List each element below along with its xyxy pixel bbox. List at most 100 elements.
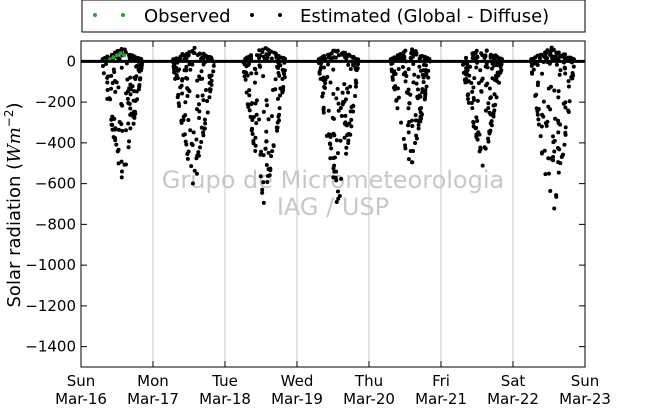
- estimated-point: [247, 88, 252, 93]
- estimated-point: [114, 142, 119, 147]
- estimated-point: [562, 142, 567, 147]
- estimated-point: [554, 62, 559, 67]
- estimated-point: [563, 125, 568, 130]
- estimated-point: [242, 74, 247, 79]
- estimated-point: [105, 80, 110, 85]
- estimated-point: [346, 90, 351, 95]
- estimated-point: [264, 139, 269, 144]
- estimated-point: [342, 82, 347, 87]
- estimated-point: [128, 92, 133, 97]
- estimated-point: [412, 72, 417, 77]
- estimated-point: [131, 121, 136, 126]
- estimated-point: [549, 53, 554, 58]
- estimated-point: [486, 136, 491, 141]
- estimated-point: [254, 53, 259, 58]
- estimated-point: [318, 76, 323, 81]
- estimated-point: [120, 128, 125, 133]
- estimated-point: [259, 149, 264, 154]
- estimated-point: [555, 118, 560, 123]
- estimated-point: [338, 106, 343, 110]
- estimated-point: [201, 130, 206, 135]
- watermark-text: IAG / USP: [277, 193, 389, 221]
- estimated-point: [419, 54, 424, 58]
- estimated-point: [125, 96, 130, 101]
- x-tick-label-day: Sun: [67, 372, 96, 390]
- estimated-point: [208, 87, 213, 92]
- estimated-point: [331, 155, 336, 160]
- estimated-point: [334, 138, 339, 143]
- estimated-point: [264, 52, 269, 57]
- estimated-point: [110, 81, 115, 86]
- estimated-point: [249, 71, 254, 76]
- estimated-point: [251, 114, 256, 119]
- estimated-point: [183, 100, 188, 105]
- estimated-point: [571, 64, 576, 69]
- estimated-point: [282, 71, 287, 76]
- estimated-point: [266, 150, 271, 155]
- estimated-point: [194, 137, 199, 142]
- estimated-point: [343, 113, 348, 118]
- estimated-point: [187, 50, 192, 55]
- estimated-point: [250, 126, 255, 131]
- estimated-point: [195, 78, 200, 83]
- estimated-point: [333, 175, 338, 180]
- y-tick-label: −1000: [25, 256, 76, 274]
- estimated-point: [414, 136, 419, 141]
- estimated-point: [201, 55, 206, 60]
- estimated-point: [466, 92, 471, 97]
- estimated-point: [478, 68, 483, 73]
- estimated-point: [317, 71, 322, 76]
- estimated-point: [278, 63, 283, 68]
- estimated-point: [426, 68, 431, 73]
- x-tick-label-day: Fri: [432, 372, 450, 390]
- estimated-point: [245, 73, 250, 78]
- estimated-point: [195, 153, 200, 158]
- estimated-point: [331, 48, 336, 53]
- estimated-point: [127, 139, 132, 144]
- estimated-point: [112, 70, 117, 75]
- estimated-point: [474, 135, 479, 140]
- estimated-point: [207, 75, 212, 80]
- estimated-point: [336, 53, 341, 58]
- estimated-point: [543, 121, 548, 126]
- estimated-point: [538, 134, 543, 139]
- estimated-point: [536, 122, 541, 127]
- estimated-point: [105, 87, 110, 92]
- estimated-point: [345, 54, 350, 59]
- estimated-point: [207, 95, 212, 100]
- plot-area: [80, 40, 586, 368]
- estimated-point: [556, 89, 561, 94]
- estimated-point: [134, 74, 139, 79]
- estimated-point: [184, 142, 189, 147]
- estimated-point: [474, 65, 479, 70]
- estimated-point: [194, 171, 199, 176]
- estimated-point: [488, 129, 493, 134]
- estimated-point: [328, 80, 333, 85]
- estimated-point: [189, 141, 194, 146]
- estimated-point: [341, 50, 346, 55]
- estimated-point: [211, 69, 216, 74]
- estimated-point: [205, 99, 210, 104]
- estimated-point: [328, 156, 333, 161]
- legend-label-estimated: Estimated (Global - Diffuse): [300, 6, 549, 27]
- estimated-point: [266, 117, 271, 122]
- estimated-point: [405, 91, 410, 96]
- estimated-point: [488, 96, 493, 101]
- estimated-point: [393, 84, 398, 89]
- estimated-point: [250, 131, 255, 136]
- estimated-point: [539, 124, 544, 129]
- y-tick-label: −600: [35, 175, 76, 193]
- estimated-point: [258, 174, 263, 179]
- estimated-point: [338, 176, 343, 181]
- estimated-point: [192, 45, 197, 50]
- estimated-point: [475, 55, 480, 60]
- estimated-point: [120, 103, 125, 108]
- estimated-point: [192, 168, 197, 173]
- estimated-point: [474, 115, 479, 120]
- estimated-point: [177, 103, 182, 108]
- estimated-point: [253, 101, 258, 106]
- estimated-point: [326, 108, 331, 113]
- estimated-point: [320, 94, 325, 99]
- estimated-point: [195, 94, 200, 99]
- estimated-point: [413, 118, 418, 123]
